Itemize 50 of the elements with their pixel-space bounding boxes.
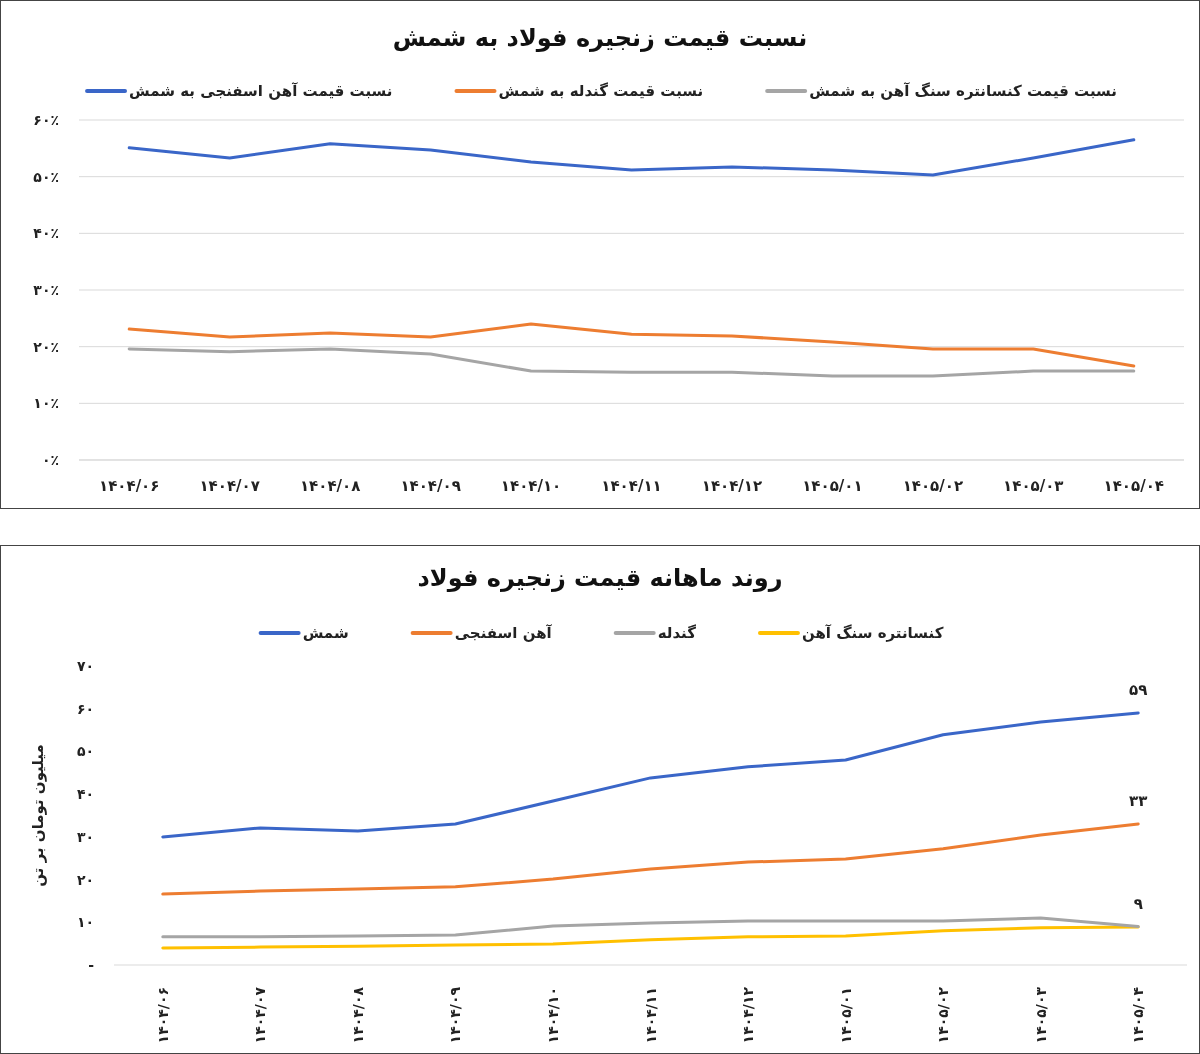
data-label: ۵۹ <box>1129 680 1148 699</box>
y-tick-label: ۶۰٪ <box>33 112 59 128</box>
x-tick-label: ۱۴۰۴/۱۱ <box>642 987 659 1044</box>
legend-label: کنسانتره سنگ آهن <box>801 624 944 642</box>
x-tick-label: ۱۴۰۴/۱۲ <box>740 986 757 1044</box>
x-tick-label: ۱۴۰۴/۰۶ <box>154 987 171 1044</box>
x-tick-label: ۱۴۰۵/۰۱ <box>802 477 863 495</box>
x-tick-label: ۱۴۰۴/۰۶ <box>99 477 160 495</box>
x-tick-label: ۱۴۰۴/۰۷ <box>199 477 260 495</box>
y-tick-label: ۵۰٪ <box>33 168 59 185</box>
legend-label: نسبت قیمت آهن اسفنجی به شمش <box>129 82 393 100</box>
y-tick-label: ۶۰ <box>76 700 94 717</box>
y-tick-label: ۴۰ <box>76 786 94 803</box>
y-tick-label: ۰٪ <box>41 452 59 468</box>
x-tick-label: ۱۴۰۴/۰۷ <box>252 986 269 1044</box>
x-tick-label: ۱۴۰۴/۰۹ <box>400 477 461 495</box>
x-tick-label: ۱۴۰۵/۰۳ <box>1032 986 1049 1044</box>
x-tick-label: ۱۴۰۵/۰۲ <box>935 986 952 1044</box>
y-tick-label: ۵۰ <box>76 743 94 760</box>
y-axis-title: میلیون تومان بر تن <box>29 744 47 887</box>
x-tick-label: ۱۴۰۴/۰۹ <box>447 986 464 1044</box>
legend-label: گندله <box>657 624 697 642</box>
y-tick-label: ۳۰٪ <box>33 282 59 298</box>
legend-label: آهن اسفنجی <box>454 624 553 642</box>
legend-label: شمش <box>302 624 349 642</box>
x-tick-label: ۱۴۰۵/۰۱ <box>837 987 854 1044</box>
y-tick-label: ۱۰٪ <box>33 395 59 412</box>
legend-label: نسبت قیمت گندله به شمش <box>498 82 704 100</box>
x-tick-label: ۱۴۰۵/۰۲ <box>902 477 964 495</box>
x-tick-label: ۱۴۰۴/۱۰ <box>544 987 561 1044</box>
y-tick-label: - <box>88 957 95 973</box>
x-tick-label: ۱۴۰۵/۰۴ <box>1130 986 1147 1044</box>
y-tick-label: ۳۰ <box>76 828 94 845</box>
x-tick-label: ۱۴۰۴/۱۰ <box>500 477 562 495</box>
y-tick-label: ۱۰ <box>76 914 94 931</box>
x-tick-label: ۱۴۰۴/۱۱ <box>601 477 662 495</box>
data-label: ۳۳ <box>1129 792 1148 811</box>
chart-title: نسبت قیمت زنجیره فولاد به شمش <box>392 24 808 52</box>
x-tick-label: ۱۴۰۴/۱۲ <box>701 477 763 495</box>
x-tick-label: ۱۴۰۴/۰۸ <box>349 986 366 1044</box>
x-tick-label: ۱۴۰۵/۰۴ <box>1103 477 1164 495</box>
y-tick-label: ۷۰ <box>76 658 94 674</box>
legend-label: نسبت قیمت کنسانتره سنگ آهن به شمش <box>809 82 1117 100</box>
data-label: ۹ <box>1133 894 1143 913</box>
y-tick-label: ۴۰٪ <box>33 225 59 242</box>
y-tick-label: ۲۰ <box>76 871 94 888</box>
x-tick-label: ۱۴۰۵/۰۳ <box>1003 477 1064 495</box>
x-tick-label: ۱۴۰۴/۰۸ <box>299 477 361 495</box>
y-tick-label: ۲۰٪ <box>33 338 59 355</box>
chart-title: روند ماهانه قیمت زنجیره فولاد <box>417 564 783 592</box>
